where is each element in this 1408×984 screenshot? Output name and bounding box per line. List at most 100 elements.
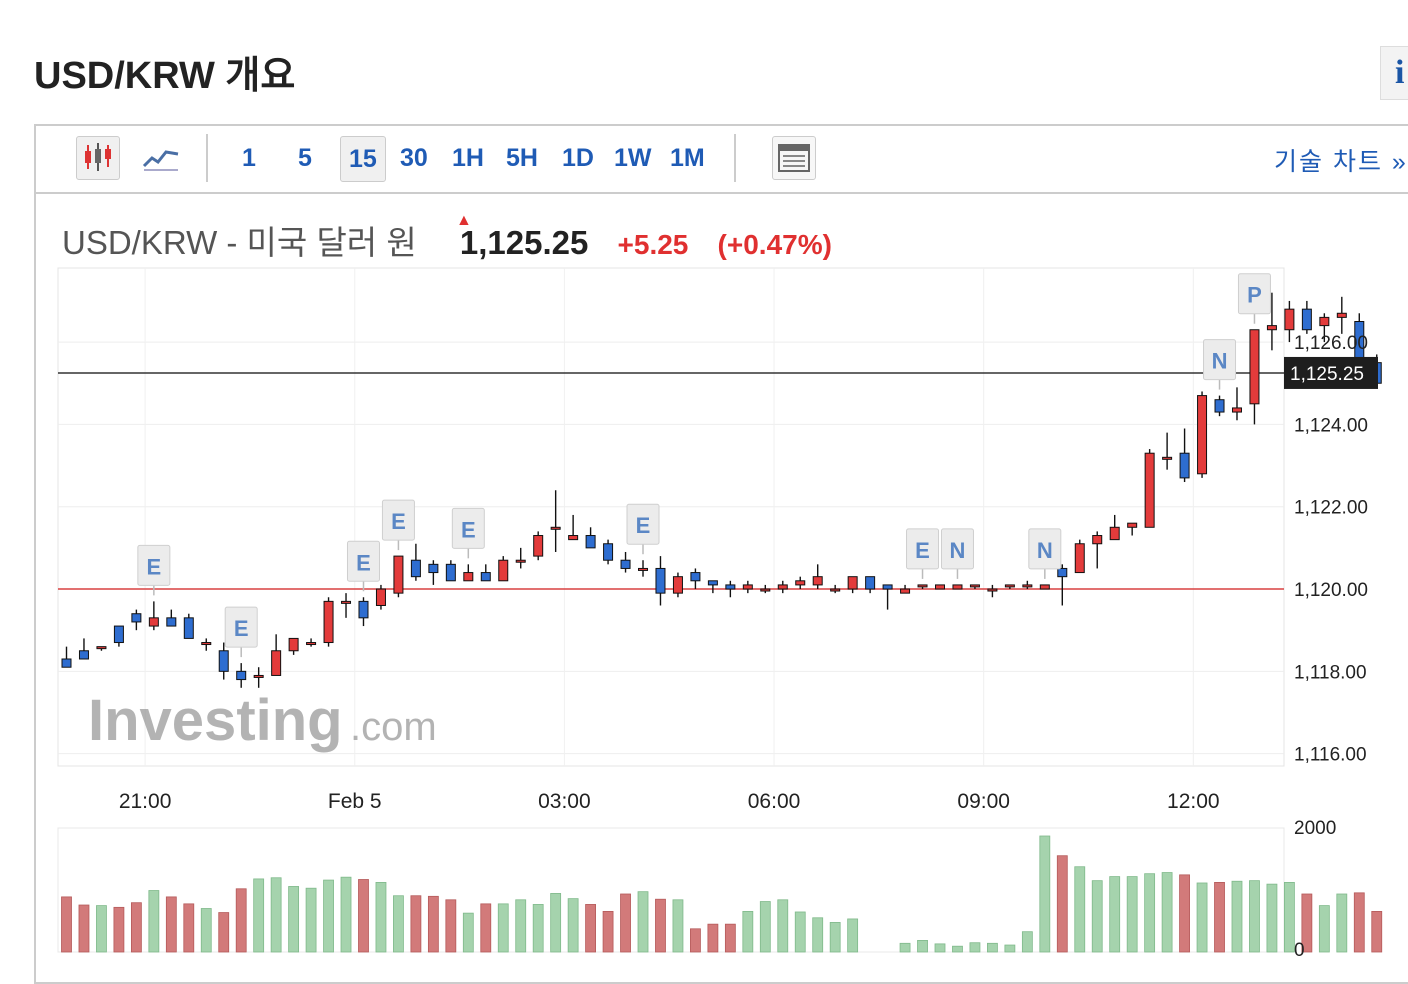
up-arrow-icon: ▲ xyxy=(456,212,472,229)
volume-bar xyxy=(183,903,195,953)
volume-bar xyxy=(148,890,160,953)
volume-bar xyxy=(585,904,596,953)
volume-bar xyxy=(235,888,247,953)
calendar-icon[interactable] xyxy=(772,136,816,180)
event-marker-label: E xyxy=(391,509,406,534)
candle-body xyxy=(253,674,264,678)
volume-bar xyxy=(480,903,492,953)
candle-body xyxy=(935,584,945,590)
volume-bar xyxy=(323,879,334,953)
candle-body xyxy=(1249,329,1260,405)
volume-bar xyxy=(1074,866,1086,953)
plot-frame xyxy=(57,267,1285,767)
technical-chart-link[interactable]: 기술 차트 » xyxy=(1274,148,1408,176)
candle-body xyxy=(515,559,526,563)
event-marker-label: N xyxy=(1037,538,1053,563)
candle-body xyxy=(690,572,701,582)
candle-body xyxy=(760,588,771,592)
candle-body xyxy=(603,543,614,561)
volume-bar xyxy=(1091,880,1103,953)
event-marker-label: E xyxy=(461,517,476,542)
event-marker-label: E xyxy=(147,554,162,579)
candle-body xyxy=(847,576,858,590)
toolbar-divider xyxy=(734,134,736,182)
y-tick-label: 1,120.00 xyxy=(1294,580,1368,601)
candle-body xyxy=(707,580,718,586)
volume-bar xyxy=(899,942,911,953)
y-tick-label: 1,116.00 xyxy=(1294,745,1367,766)
candle-body xyxy=(393,555,404,594)
event-marker-label: N xyxy=(1212,349,1228,374)
volume-bar xyxy=(393,895,404,953)
volume-bar xyxy=(1196,882,1208,953)
volume-bar xyxy=(1214,882,1225,953)
candle-body xyxy=(323,600,334,644)
candle-body xyxy=(1022,584,1033,588)
interval-1W[interactable]: 1W xyxy=(614,144,652,172)
last-price-tag xyxy=(1284,356,1378,389)
x-tick-label: 09:00 xyxy=(957,790,1010,813)
candle-body xyxy=(201,642,212,646)
volume-bar xyxy=(1249,880,1260,953)
volume-bar xyxy=(200,908,212,953)
candle-body xyxy=(900,588,911,594)
candle-body xyxy=(1004,584,1015,588)
candle-body xyxy=(1074,543,1085,574)
candle-body xyxy=(1127,522,1138,528)
candle-body xyxy=(550,526,561,530)
interval-1D[interactable]: 1D xyxy=(562,144,594,172)
candle-body xyxy=(830,588,841,592)
line-chart-icon[interactable] xyxy=(140,136,184,180)
instrument-name: USD/KRW - 미국 달러 원 xyxy=(62,224,417,261)
x-tick-label: 12:00 xyxy=(1167,790,1220,813)
volume-bar xyxy=(130,902,142,953)
interval-5H[interactable]: 5H xyxy=(506,144,538,172)
candle-body xyxy=(1039,584,1050,590)
interval-15[interactable]: 15 xyxy=(340,136,386,182)
volume-bar xyxy=(270,877,282,953)
y-tick-label: 1,124.00 xyxy=(1294,415,1368,436)
event-marker xyxy=(626,503,660,545)
y-tick-label: 1,122.00 xyxy=(1294,498,1368,519)
x-tick-label: 21:00 xyxy=(119,790,172,813)
volume-bar xyxy=(1126,876,1138,953)
volume-bar xyxy=(358,879,369,953)
interval-30[interactable]: 30 xyxy=(400,144,428,172)
info-icon[interactable]: i xyxy=(1380,46,1408,100)
candle-body xyxy=(1179,452,1190,479)
candle-body xyxy=(987,588,998,592)
candle-body xyxy=(742,584,753,590)
volume-bar xyxy=(1144,873,1156,953)
volume-bar xyxy=(1021,931,1033,953)
candle-body xyxy=(61,658,72,668)
candle-body xyxy=(638,567,649,571)
event-marker xyxy=(906,528,940,570)
event-marker xyxy=(1203,339,1237,381)
candle-body xyxy=(1214,399,1225,413)
interval-1H[interactable]: 1H xyxy=(452,144,484,172)
interval-5[interactable]: 5 xyxy=(298,144,312,172)
interval-1M[interactable]: 1M xyxy=(670,144,705,172)
candle-body xyxy=(672,576,683,594)
candlestick-icon[interactable] xyxy=(76,136,120,180)
candle-body xyxy=(865,576,876,590)
candle-body xyxy=(1162,456,1173,460)
y-tick-label: 1,126.00 xyxy=(1294,333,1368,354)
interval-1[interactable]: 1 xyxy=(242,144,256,172)
volume-bar xyxy=(305,887,317,953)
price-change: +5.25 xyxy=(617,229,689,260)
candle-body xyxy=(1301,308,1312,331)
candle-body xyxy=(428,563,439,574)
volume-bar xyxy=(672,899,684,953)
event-marker-label: E xyxy=(356,550,371,575)
event-marker xyxy=(224,606,258,648)
volume-bar xyxy=(113,906,125,953)
event-marker xyxy=(1028,528,1062,570)
volume-bar xyxy=(445,899,457,953)
candle-body xyxy=(288,637,299,652)
volume-bar xyxy=(427,895,439,953)
chart-widget: 1 5 15 30 1H 5H 1D 1W 1M 기술 차트 » USD/KRW - 미국 달러… xyxy=(34,124,1408,984)
volume-bar xyxy=(515,899,527,953)
volume-bar xyxy=(637,891,649,953)
